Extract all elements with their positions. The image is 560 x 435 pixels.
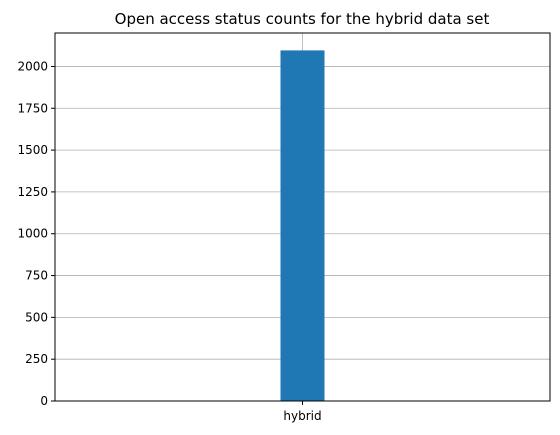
x-tick-label: hybrid bbox=[283, 409, 321, 423]
y-tick-label: 250 bbox=[25, 352, 48, 366]
ticks-layer: 0 250 500 750 1000 1250 1500 1750 2000 hybrid bbox=[17, 59, 321, 423]
y-tick-label: 1250 bbox=[17, 185, 48, 199]
y-tick-label: 1750 bbox=[17, 101, 48, 115]
y-tick-label: 1000 bbox=[17, 227, 48, 241]
bars-layer bbox=[280, 50, 325, 401]
y-tick-label: 500 bbox=[25, 310, 48, 324]
bar-hybrid bbox=[280, 50, 325, 401]
y-tick-label: 1500 bbox=[17, 143, 48, 157]
y-tick-label: 0 bbox=[40, 394, 48, 408]
y-tick-label: 750 bbox=[25, 269, 48, 283]
chart-title: Open access status counts for the hybrid… bbox=[115, 10, 490, 28]
y-tick-label: 2000 bbox=[17, 59, 48, 73]
